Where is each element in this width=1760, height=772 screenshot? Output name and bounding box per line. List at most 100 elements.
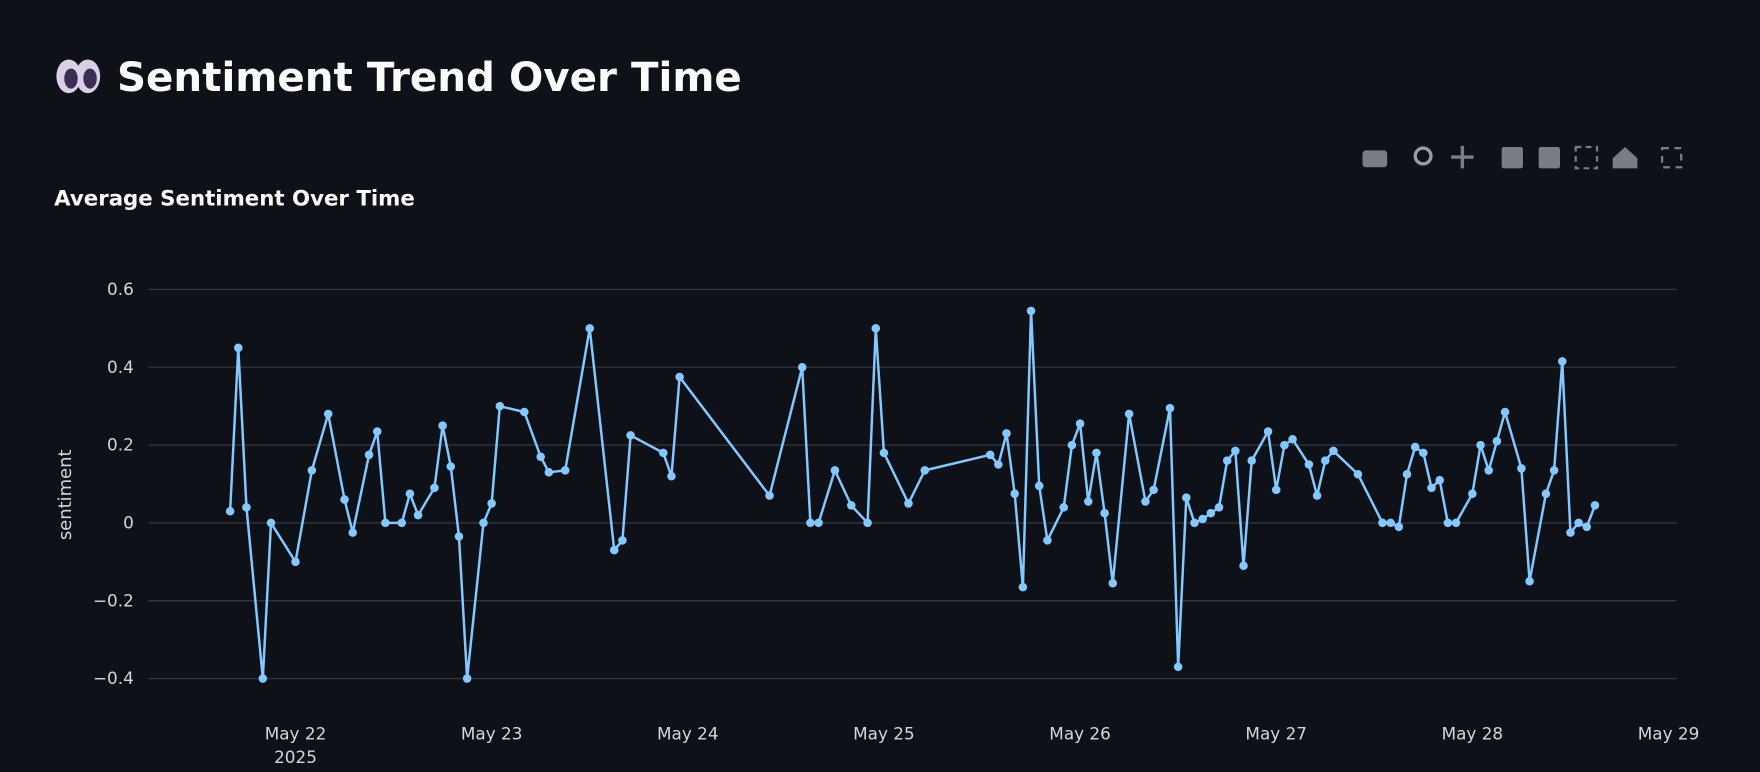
camera-button[interactable] bbox=[1362, 150, 1388, 168]
data-point bbox=[340, 495, 349, 504]
data-point bbox=[1427, 483, 1436, 493]
data-point bbox=[1173, 662, 1183, 672]
data-point bbox=[446, 462, 456, 471]
data-point bbox=[1500, 407, 1510, 417]
data-point bbox=[1288, 434, 1297, 444]
data-point bbox=[1043, 536, 1052, 545]
x-tick-label: May 28 bbox=[1442, 723, 1504, 743]
data-point bbox=[1582, 522, 1592, 532]
data-point bbox=[1353, 470, 1363, 479]
data-point bbox=[1280, 440, 1289, 450]
data-point bbox=[1320, 456, 1330, 465]
data-point bbox=[1067, 440, 1077, 450]
x-tick-label: May 26 bbox=[1049, 723, 1111, 743]
x-tick-label: May 27 bbox=[1245, 723, 1307, 743]
data-point bbox=[1517, 464, 1526, 473]
y-tick-label: 0.6 bbox=[107, 279, 134, 299]
data-point bbox=[1378, 518, 1387, 528]
data-point bbox=[1329, 446, 1338, 456]
data-point bbox=[1590, 501, 1600, 510]
data-point bbox=[544, 468, 554, 477]
data-point bbox=[1402, 470, 1412, 479]
data-point bbox=[1451, 518, 1461, 528]
data-point bbox=[1214, 503, 1224, 512]
data-point bbox=[495, 401, 505, 411]
data-point bbox=[1541, 489, 1551, 498]
data-point bbox=[879, 448, 889, 458]
data-point bbox=[1525, 577, 1534, 586]
data-point bbox=[1304, 460, 1314, 469]
y-tick-label: 0.2 bbox=[107, 435, 134, 455]
data-point bbox=[830, 466, 840, 475]
zoom-out-button[interactable] bbox=[1538, 146, 1560, 169]
data-point bbox=[667, 471, 676, 481]
zoom-button[interactable] bbox=[1413, 146, 1433, 166]
data-point bbox=[994, 460, 1003, 469]
data-point bbox=[765, 491, 774, 500]
data-point bbox=[1419, 448, 1428, 458]
data-point bbox=[430, 483, 439, 493]
data-point bbox=[323, 409, 333, 419]
data-point bbox=[626, 431, 635, 440]
data-point bbox=[1247, 456, 1256, 465]
data-point bbox=[1190, 518, 1199, 528]
page-title: Sentiment Trend Over Time bbox=[117, 54, 742, 101]
autoscale-button[interactable] bbox=[1574, 145, 1599, 170]
data-point bbox=[1018, 582, 1028, 592]
data-point bbox=[1549, 466, 1559, 475]
data-point bbox=[1182, 493, 1191, 502]
data-point bbox=[1034, 481, 1044, 491]
data-point bbox=[1263, 427, 1273, 436]
data-point bbox=[536, 452, 545, 462]
data-point bbox=[381, 518, 390, 528]
data-point bbox=[405, 489, 415, 498]
data-point bbox=[1476, 440, 1485, 450]
data-point bbox=[920, 466, 930, 475]
y-tick-label: −0.4 bbox=[93, 668, 134, 688]
data-point bbox=[1558, 357, 1567, 366]
fullscreen-button[interactable] bbox=[1660, 146, 1683, 169]
data-point bbox=[1124, 409, 1134, 419]
data-point bbox=[266, 518, 276, 528]
data-point bbox=[454, 532, 464, 541]
data-point bbox=[438, 421, 447, 430]
data-point bbox=[1108, 578, 1118, 588]
data-point bbox=[1231, 446, 1240, 456]
sentiment-line bbox=[228, 309, 1597, 680]
data-point bbox=[1410, 442, 1420, 452]
data-point bbox=[462, 674, 472, 683]
data-point bbox=[1443, 518, 1453, 528]
data-point bbox=[397, 518, 407, 528]
data-point bbox=[1026, 306, 1036, 316]
data-point bbox=[225, 506, 235, 516]
zoom-in-button[interactable] bbox=[1501, 146, 1523, 169]
data-point bbox=[560, 466, 570, 475]
data-point bbox=[1141, 497, 1150, 506]
data-point bbox=[1222, 456, 1232, 465]
pan-button[interactable] bbox=[1451, 145, 1474, 169]
data-point bbox=[1271, 485, 1281, 495]
data-point bbox=[985, 450, 995, 460]
data-point bbox=[1574, 518, 1583, 528]
chart-title: Average Sentiment Over Time bbox=[54, 186, 415, 211]
y-tick-label: 0 bbox=[123, 513, 134, 533]
data-point bbox=[1059, 503, 1068, 512]
data-point bbox=[1165, 403, 1175, 413]
data-point bbox=[871, 324, 881, 333]
data-point bbox=[307, 466, 317, 475]
data-point bbox=[479, 518, 488, 528]
data-point bbox=[814, 518, 823, 528]
x-tick-label: May 25 bbox=[853, 723, 915, 743]
data-point bbox=[1239, 561, 1248, 570]
data-point bbox=[1083, 497, 1093, 506]
data-point bbox=[846, 501, 856, 510]
data-point bbox=[520, 407, 529, 417]
data-point bbox=[242, 503, 251, 512]
eyes-icon bbox=[56, 59, 101, 94]
data-point bbox=[1198, 514, 1207, 524]
toolbar bbox=[1362, 145, 1683, 170]
reset-button[interactable] bbox=[1612, 146, 1638, 169]
data-point bbox=[618, 536, 627, 545]
x-tick-label: May 24 bbox=[657, 723, 719, 743]
